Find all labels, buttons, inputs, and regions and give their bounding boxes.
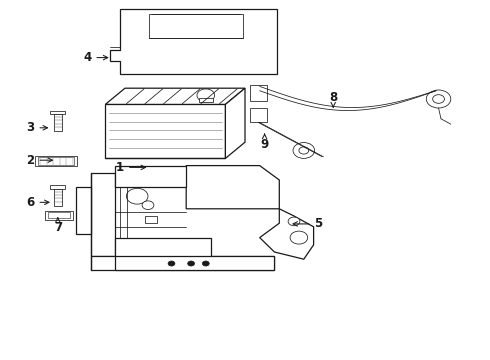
Polygon shape bbox=[45, 211, 73, 220]
Circle shape bbox=[188, 261, 195, 266]
Polygon shape bbox=[50, 111, 65, 114]
Polygon shape bbox=[115, 256, 274, 270]
Polygon shape bbox=[48, 212, 70, 218]
Text: 2: 2 bbox=[26, 154, 52, 167]
Polygon shape bbox=[186, 166, 279, 209]
Polygon shape bbox=[199, 98, 213, 102]
Polygon shape bbox=[110, 9, 277, 74]
Text: 7: 7 bbox=[54, 218, 62, 234]
Polygon shape bbox=[250, 108, 267, 122]
Circle shape bbox=[197, 89, 215, 102]
Polygon shape bbox=[250, 85, 267, 101]
Polygon shape bbox=[149, 14, 243, 38]
Polygon shape bbox=[35, 156, 77, 166]
Circle shape bbox=[202, 261, 209, 266]
Polygon shape bbox=[54, 114, 62, 131]
Polygon shape bbox=[54, 189, 62, 206]
Text: 9: 9 bbox=[261, 134, 269, 150]
Polygon shape bbox=[91, 238, 274, 270]
Circle shape bbox=[288, 217, 300, 226]
Polygon shape bbox=[105, 88, 245, 104]
Circle shape bbox=[168, 261, 175, 266]
Text: 5: 5 bbox=[293, 217, 322, 230]
Text: 4: 4 bbox=[83, 51, 108, 64]
Polygon shape bbox=[145, 216, 157, 223]
Circle shape bbox=[433, 95, 444, 103]
Polygon shape bbox=[38, 157, 74, 165]
Circle shape bbox=[426, 90, 451, 108]
Circle shape bbox=[293, 143, 315, 158]
Circle shape bbox=[299, 147, 309, 154]
Circle shape bbox=[142, 201, 154, 210]
Polygon shape bbox=[260, 209, 314, 259]
Polygon shape bbox=[91, 173, 115, 256]
Polygon shape bbox=[225, 88, 245, 158]
Polygon shape bbox=[76, 187, 91, 234]
Polygon shape bbox=[105, 104, 225, 158]
Polygon shape bbox=[50, 185, 65, 189]
Text: 8: 8 bbox=[329, 91, 337, 107]
Circle shape bbox=[290, 231, 308, 244]
Circle shape bbox=[126, 188, 148, 204]
Text: 1: 1 bbox=[116, 161, 146, 174]
Text: 6: 6 bbox=[26, 196, 49, 209]
Polygon shape bbox=[115, 166, 186, 187]
Text: 3: 3 bbox=[26, 121, 48, 134]
